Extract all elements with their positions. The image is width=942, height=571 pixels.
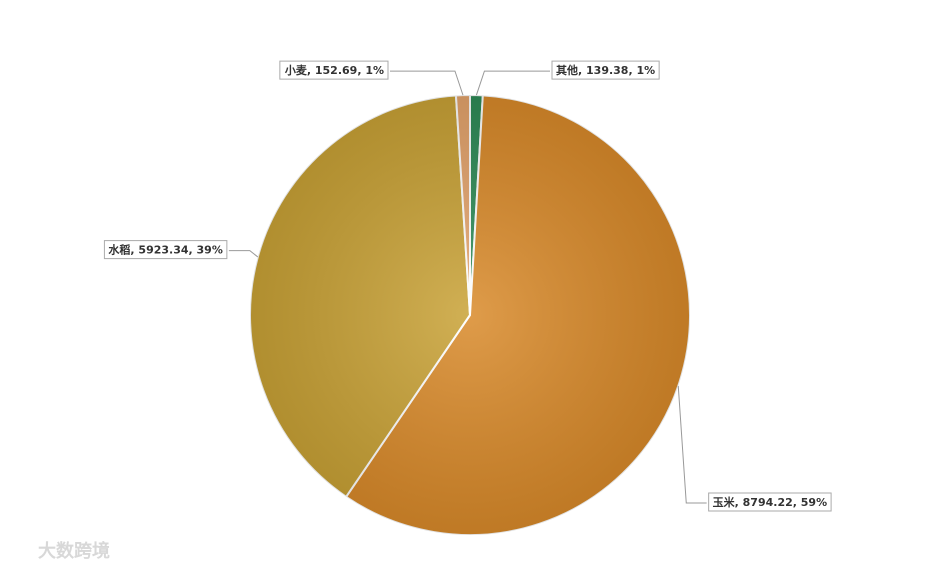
- leader-line: [228, 250, 259, 258]
- label-box: [708, 492, 832, 512]
- data-label: 玉米, 8794.22, 59%: [713, 495, 827, 509]
- data-label: 其他, 139.38, 1%: [556, 63, 655, 77]
- label-box: [551, 60, 660, 80]
- leader-line: [475, 70, 550, 96]
- leader-line: [677, 385, 707, 504]
- data-label: 小麦, 152.69, 1%: [284, 63, 384, 77]
- watermark: 大数跨境: [38, 540, 110, 562]
- labels: 其他, 139.38, 1% 玉米, 8794.22, 59% 水稻, 5923.3…: [103, 60, 832, 512]
- label-box: [279, 60, 389, 80]
- data-label: 水稻, 5923.34, 39%: [108, 243, 222, 257]
- label-box: [103, 240, 228, 260]
- leader-line: [390, 70, 464, 96]
- pie: [249, 93, 691, 536]
